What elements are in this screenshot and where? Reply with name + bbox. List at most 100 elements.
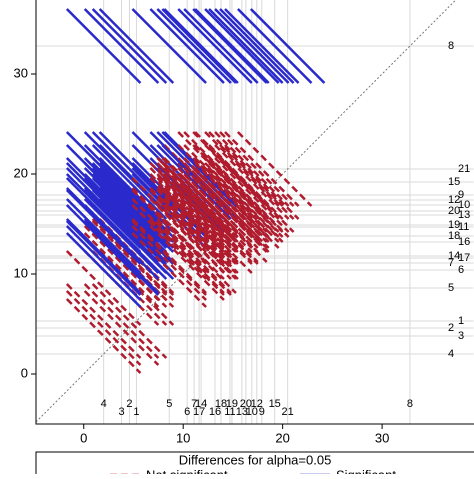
nonsignificant-segment xyxy=(156,220,232,296)
group-label-y: 17 xyxy=(458,252,470,264)
nonsignificant-segment xyxy=(194,173,270,249)
group-label-x: 17 xyxy=(193,406,205,418)
group-label-y: 1 xyxy=(458,315,464,327)
significant-segment xyxy=(98,8,175,84)
nonsignificant-segment xyxy=(177,162,253,238)
legend-label: Not significant xyxy=(146,467,228,474)
group-label-y: 15 xyxy=(448,176,460,188)
group-label-y: 5 xyxy=(448,282,454,294)
nonsignificant-segment xyxy=(161,187,237,263)
nonsignificant-segment xyxy=(177,198,253,274)
group-label-y: 10 xyxy=(458,199,470,211)
nonsignificant-segment xyxy=(183,144,259,220)
significant-segment xyxy=(65,204,142,280)
group-label-x: 4 xyxy=(101,398,107,410)
nonsignificant-segment xyxy=(131,204,207,280)
significant-segment xyxy=(177,8,253,84)
nonsignificant-segment xyxy=(83,290,160,366)
nonsignificant-segment xyxy=(131,177,207,253)
legend-box xyxy=(35,451,474,479)
nonsignificant-segment xyxy=(183,177,259,253)
nonsignificant-segment xyxy=(208,167,284,243)
nonsignificant-segment xyxy=(208,131,284,207)
nonsignificant-segment xyxy=(194,162,270,238)
nonsignificant-segment xyxy=(214,131,290,207)
group-label-x: 19 xyxy=(226,398,238,410)
significant-segment xyxy=(83,131,160,207)
group-label-x: 12 xyxy=(251,398,263,410)
significant-segment xyxy=(83,144,160,220)
nonsignificant-segment xyxy=(156,167,232,243)
group-label-y: 14 xyxy=(448,250,460,262)
nonsignificant-segment xyxy=(83,232,160,308)
group-label-x: 3 xyxy=(118,406,124,418)
nonsignificant-segment xyxy=(161,204,237,280)
nonsignificant-segment xyxy=(65,283,142,359)
group-label-x: 5 xyxy=(166,398,172,410)
nonsignificant-segment xyxy=(65,290,142,366)
group-label-y: 4 xyxy=(448,348,454,360)
group-label-y: 11 xyxy=(458,221,469,233)
nonsignificant-segment xyxy=(177,187,253,263)
significant-segment xyxy=(65,187,142,263)
nonsignificant-segment xyxy=(161,218,237,294)
nonsignificant-segment xyxy=(194,157,270,233)
nonsignificant-segment xyxy=(149,189,225,265)
significant-segment xyxy=(131,8,207,84)
group-label-x: 8 xyxy=(407,398,413,410)
nonsignificant-segment xyxy=(156,162,232,238)
nonsignificant-segment xyxy=(224,131,300,207)
significant-segment xyxy=(183,8,259,84)
significant-segment xyxy=(208,8,284,84)
nonsignificant-segment xyxy=(208,144,284,220)
group-label-x: 10 xyxy=(246,406,258,418)
nonsignificant-segment xyxy=(219,157,295,233)
group-label-x: 1 xyxy=(133,406,139,418)
significant-segment xyxy=(83,157,160,233)
nonsignificant-segment xyxy=(224,144,300,220)
significant-segment xyxy=(65,167,142,243)
nonsignificant-segment xyxy=(161,157,237,233)
significant-segment xyxy=(156,8,232,84)
nonsignificant-segment xyxy=(149,220,225,296)
nonsignificant-segment xyxy=(163,198,239,274)
nonsignificant-segment xyxy=(161,173,237,249)
nonsignificant-segment xyxy=(131,189,207,265)
significant-segment xyxy=(65,198,142,274)
group-label-x: 6 xyxy=(184,406,190,418)
significant-segment xyxy=(83,177,160,253)
diagonal xyxy=(36,0,457,423)
significant-segment xyxy=(161,8,237,84)
nonsignificant-segment xyxy=(161,189,237,265)
nonsignificant-segment xyxy=(65,298,142,374)
nonsignificant-segment xyxy=(183,173,259,249)
nonsignificant-segment xyxy=(219,144,295,220)
significant-segment xyxy=(65,8,142,84)
nonsignificant-segment xyxy=(161,198,237,274)
significant-segment xyxy=(237,8,313,84)
nonsignificant-segment xyxy=(149,225,225,301)
nonsignificant-segment xyxy=(131,232,207,308)
group-label-x: 9 xyxy=(259,406,265,418)
significant-segment xyxy=(65,189,142,265)
significant-segment xyxy=(156,144,232,220)
nonsignificant-segment xyxy=(131,187,207,263)
nonsignificant-segment xyxy=(204,167,280,243)
group-label-y: 18 xyxy=(448,230,460,242)
nonsignificant-segment xyxy=(156,157,232,233)
significant-segment xyxy=(83,187,160,263)
significant-segment xyxy=(65,225,142,301)
group-label-y: 13 xyxy=(458,209,470,221)
significant-segment xyxy=(65,144,142,220)
nonsignificant-segment xyxy=(91,283,168,359)
nonsignificant-segment xyxy=(156,204,232,280)
group-label-y: 16 xyxy=(458,236,470,248)
nonsignificant-segment xyxy=(208,157,284,233)
significant-segment xyxy=(65,232,142,308)
nonsignificant-segment xyxy=(83,283,160,359)
significant-segment xyxy=(194,8,270,84)
group-label-y: 7 xyxy=(448,257,454,269)
significant-segment xyxy=(224,8,300,84)
